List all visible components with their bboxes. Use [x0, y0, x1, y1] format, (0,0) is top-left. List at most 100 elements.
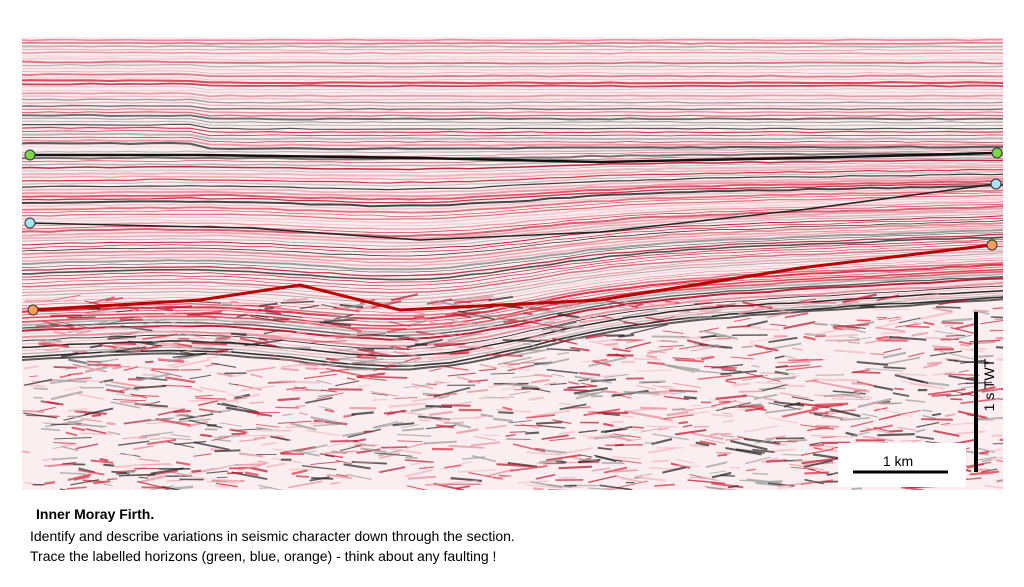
reflector	[175, 461, 191, 466]
reflector	[123, 366, 138, 372]
reflector	[809, 443, 824, 447]
reflector	[50, 390, 83, 401]
reflector	[76, 329, 92, 334]
reflector	[939, 350, 977, 361]
reflector	[505, 433, 516, 437]
reflector	[600, 389, 632, 396]
reflector	[216, 372, 234, 377]
reflector	[372, 364, 397, 372]
reflector	[22, 148, 1003, 154]
reflector	[896, 373, 927, 377]
reflector	[973, 309, 989, 313]
orange-marker	[27, 304, 39, 316]
reflector	[453, 298, 492, 304]
reflector	[938, 298, 969, 306]
reflector	[22, 95, 1003, 101]
reflector	[209, 409, 231, 414]
reflector	[323, 358, 341, 364]
reflector	[52, 456, 78, 461]
reflector	[595, 455, 617, 463]
reflector	[834, 328, 856, 331]
reflector	[356, 352, 376, 357]
reflector	[722, 406, 745, 409]
vertical-scale-label: 1 s TWT	[981, 358, 997, 411]
reflector	[28, 384, 46, 388]
reflector	[47, 294, 81, 302]
reflector	[22, 173, 1003, 191]
reflector	[259, 302, 278, 307]
reflector	[950, 326, 975, 335]
reflector	[301, 465, 337, 471]
caption-title: Inner Moray Firth.	[36, 506, 155, 522]
reflector	[997, 398, 1003, 400]
reflector	[837, 378, 860, 382]
reflector	[379, 452, 400, 459]
reflector	[171, 358, 211, 369]
reflector	[138, 476, 149, 479]
reflector	[507, 364, 535, 372]
reflector	[65, 362, 102, 370]
reflector	[22, 51, 1003, 55]
reflector	[75, 443, 99, 450]
reflector	[22, 138, 1003, 147]
reflector	[179, 413, 214, 421]
reflector	[578, 317, 614, 324]
reflector	[636, 384, 657, 391]
reflector	[326, 474, 353, 480]
reflector	[978, 456, 997, 461]
reflector	[452, 331, 462, 335]
reflector	[347, 357, 384, 365]
reflector	[22, 57, 1003, 62]
green-marker	[24, 149, 36, 161]
reflector	[29, 375, 39, 378]
reflector	[701, 344, 719, 348]
reflector	[558, 465, 592, 470]
reflector	[91, 413, 102, 417]
reflector	[761, 383, 788, 392]
reflector	[33, 387, 48, 390]
reflector	[813, 447, 823, 451]
reflector	[22, 177, 1003, 198]
reflector	[777, 486, 793, 489]
reflector	[380, 446, 408, 449]
reflector	[22, 240, 1003, 287]
reflector	[52, 442, 77, 450]
reflector	[460, 306, 493, 313]
reflector	[86, 307, 121, 314]
reflector	[47, 401, 59, 406]
reflector	[525, 484, 562, 489]
reflector	[91, 320, 108, 326]
reflector	[22, 218, 1003, 253]
reflector	[615, 353, 625, 358]
reflector	[851, 487, 863, 490]
reflector	[603, 466, 628, 474]
reflector	[22, 409, 45, 414]
reflector	[954, 360, 989, 365]
reflector	[22, 205, 1003, 238]
reflector	[112, 399, 146, 402]
reflector	[22, 130, 1003, 137]
reflector	[258, 308, 282, 315]
reflector	[695, 441, 710, 447]
reflector	[22, 157, 1003, 167]
reflector	[457, 469, 496, 473]
reflector	[882, 356, 921, 366]
reflector	[522, 342, 538, 348]
reflector	[103, 483, 113, 487]
reflector	[109, 349, 142, 353]
reflector	[201, 463, 239, 473]
reflector	[161, 384, 192, 388]
reflector	[682, 424, 693, 428]
reflector	[638, 380, 666, 384]
reflector	[742, 374, 769, 382]
reflector	[282, 380, 321, 384]
reflector	[658, 301, 676, 306]
reflector	[336, 473, 348, 477]
reflector	[730, 439, 768, 451]
reflector	[22, 248, 1003, 297]
reflector	[288, 480, 323, 489]
reflector	[647, 347, 674, 355]
reflector	[660, 414, 694, 420]
reflector	[908, 377, 924, 384]
reflector	[524, 318, 562, 321]
